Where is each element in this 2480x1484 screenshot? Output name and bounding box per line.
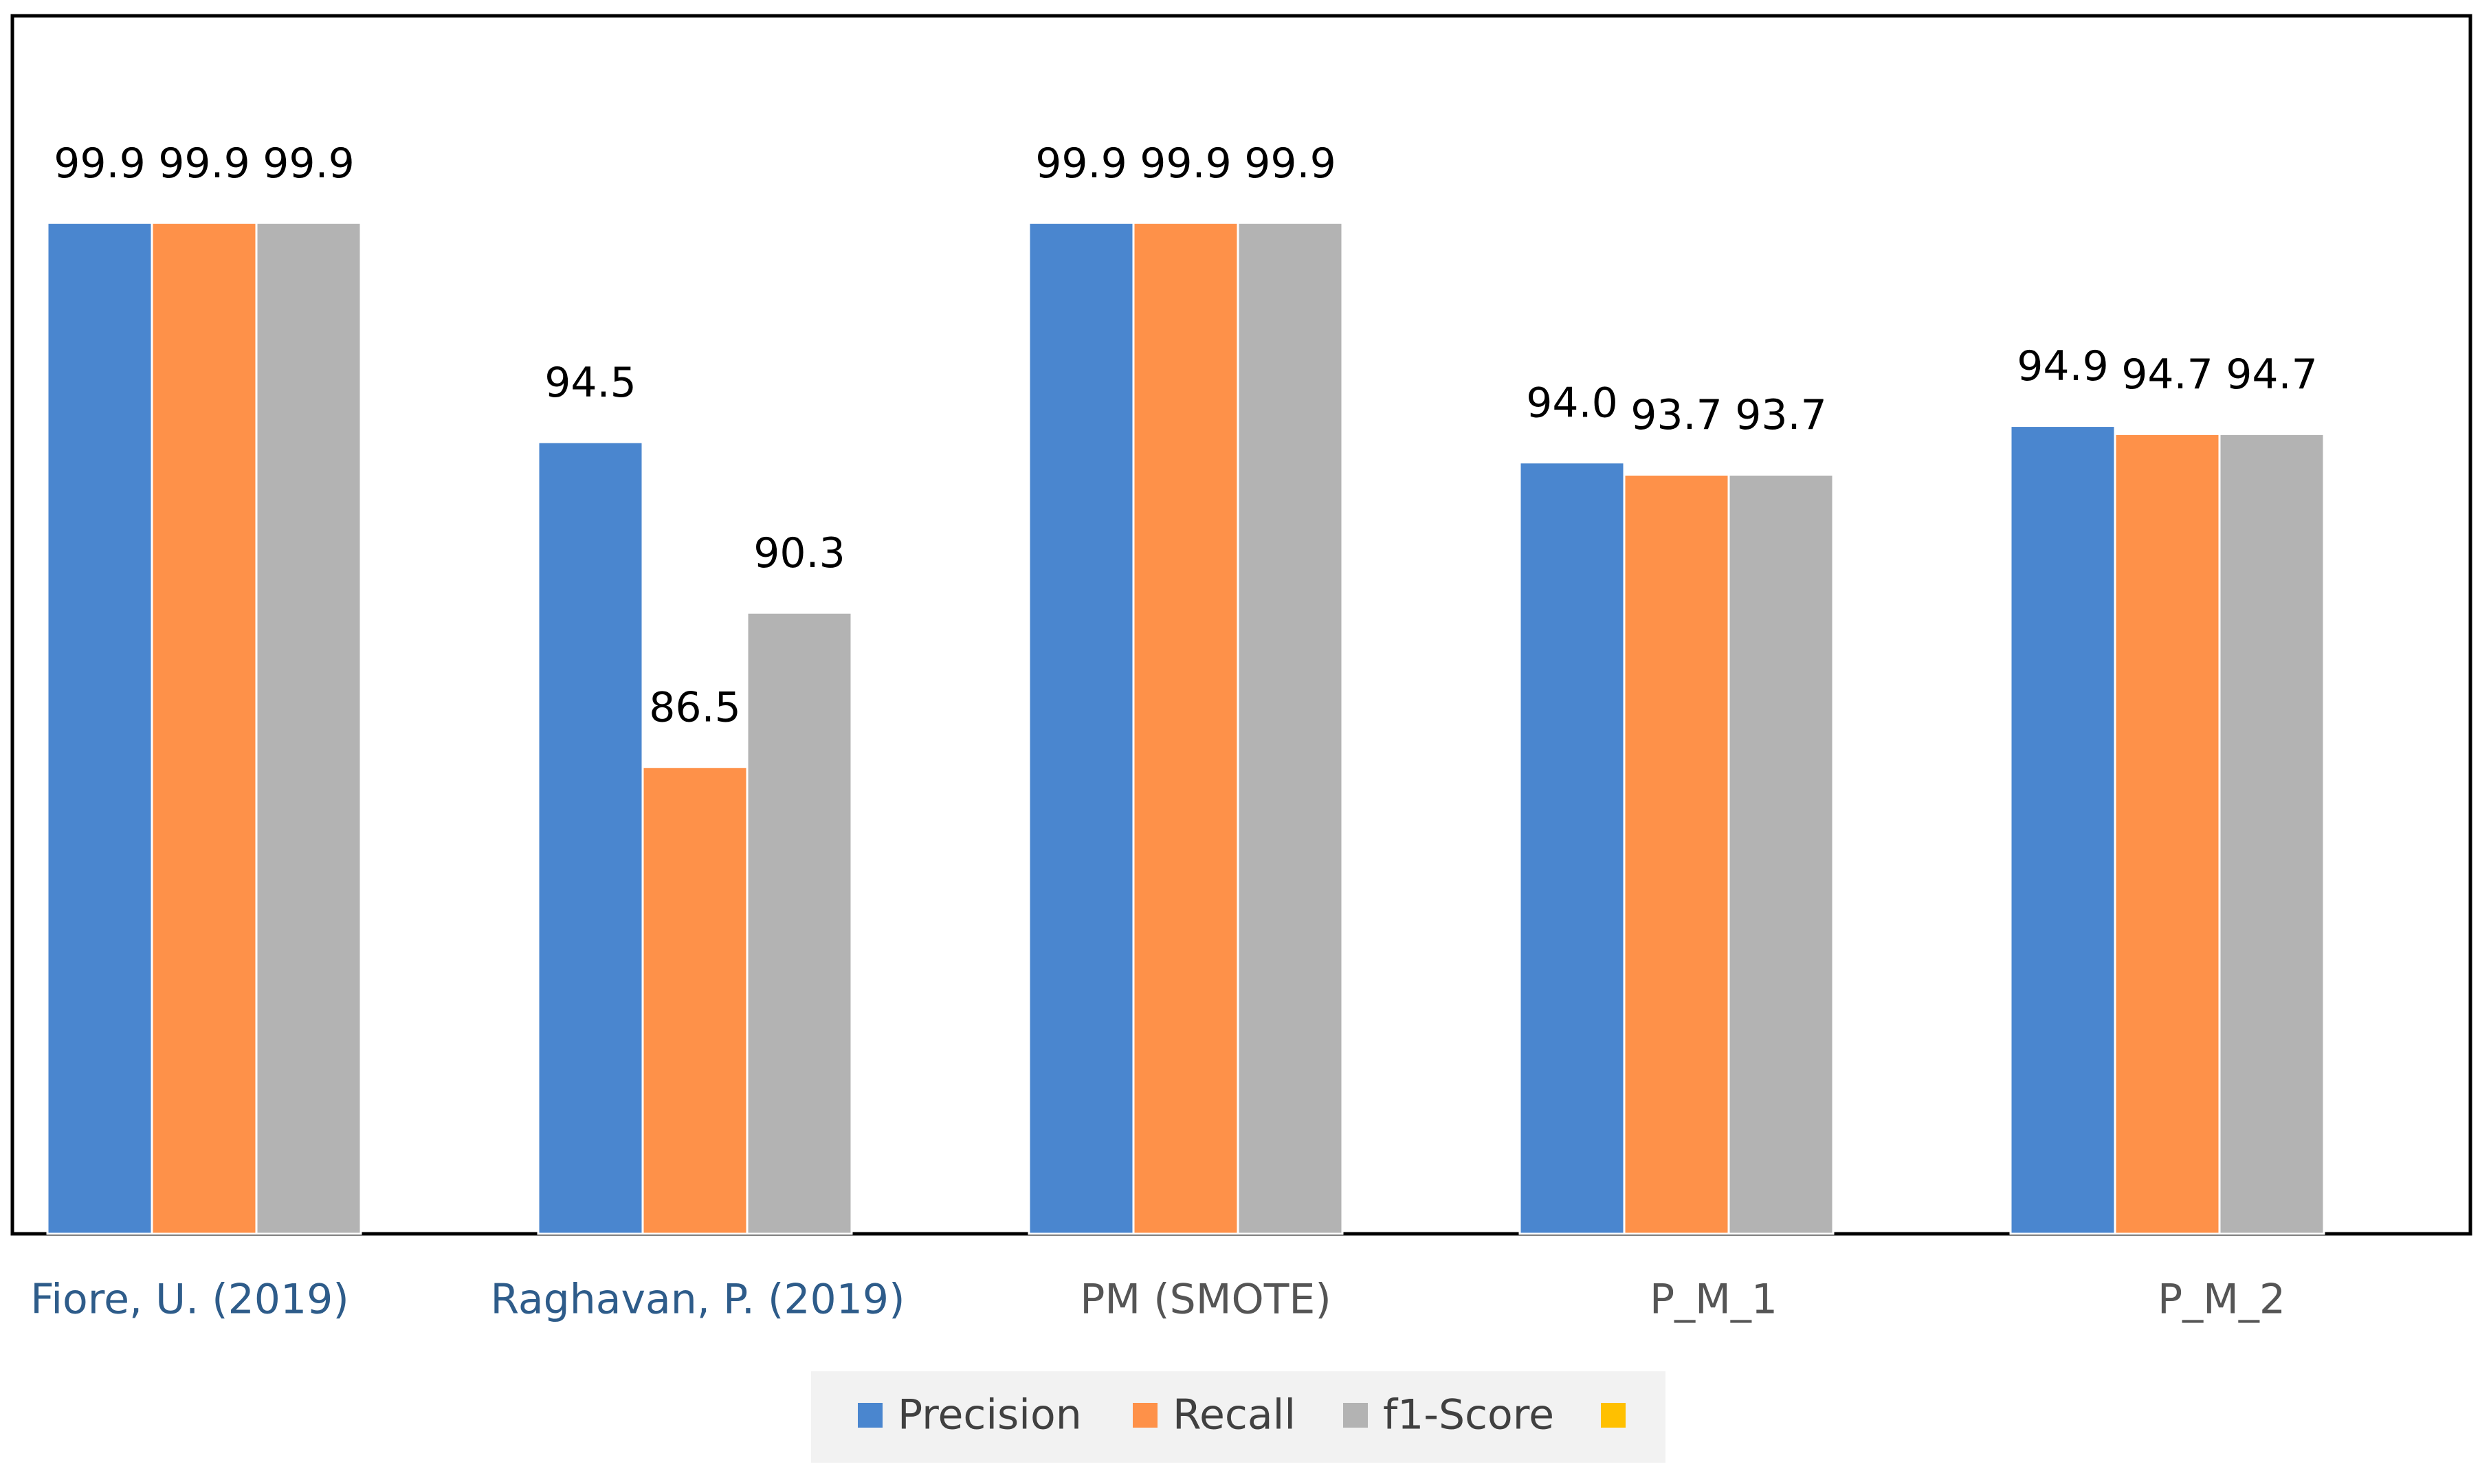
data-label: 99.9	[1244, 140, 1336, 188]
data-label: 94.7	[2226, 351, 2318, 399]
bar	[1518, 461, 1626, 1235]
data-label: 99.9	[1140, 140, 1232, 188]
bar	[1727, 473, 1835, 1235]
legend-swatch	[1133, 1403, 1158, 1428]
x-tick-label: P_M_2	[2158, 1276, 2285, 1324]
bar	[2218, 432, 2325, 1235]
bar	[1132, 221, 1239, 1235]
bar	[746, 611, 853, 1235]
data-label: 86.5	[649, 683, 741, 731]
x-tick-label: Raghavan, P. (2019)	[491, 1276, 905, 1324]
bar	[46, 221, 153, 1235]
x-tick-label: P_M_1	[1650, 1276, 1778, 1324]
bar	[537, 441, 644, 1235]
bar	[1237, 221, 1344, 1235]
data-label: 93.7	[1735, 391, 1827, 439]
data-label: 94.9	[2017, 342, 2109, 390]
bar	[641, 766, 749, 1235]
data-label: 94.7	[2121, 351, 2213, 399]
bar	[255, 221, 362, 1235]
bar	[151, 221, 258, 1235]
data-label: 99.9	[1035, 140, 1127, 188]
bar	[2009, 425, 2116, 1235]
bar	[2114, 432, 2221, 1235]
legend-label: Precision	[898, 1391, 1082, 1439]
legend-label: Recall	[1173, 1391, 1296, 1439]
bar	[1028, 221, 1135, 1235]
data-label: 90.3	[753, 529, 845, 577]
data-label: 99.9	[54, 140, 146, 188]
legend-label: f1-Score	[1383, 1391, 1554, 1439]
data-label: 94.5	[544, 359, 636, 407]
legend-box	[811, 1371, 1665, 1463]
data-label: 99.9	[263, 140, 355, 188]
legend-swatch	[1601, 1403, 1626, 1428]
bar	[1623, 473, 1730, 1235]
data-label: 99.9	[158, 140, 250, 188]
x-tick-label: Fiore, U. (2019)	[30, 1276, 349, 1324]
x-tick-label: PM (SMOTE)	[1080, 1276, 1331, 1324]
data-label: 93.7	[1630, 391, 1723, 439]
data-label: 94.0	[1526, 379, 1618, 427]
legend-swatch	[1343, 1403, 1368, 1428]
legend-swatch	[858, 1403, 883, 1428]
